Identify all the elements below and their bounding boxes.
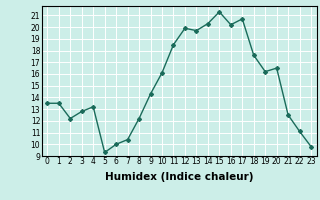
X-axis label: Humidex (Indice chaleur): Humidex (Indice chaleur) [105, 172, 253, 182]
